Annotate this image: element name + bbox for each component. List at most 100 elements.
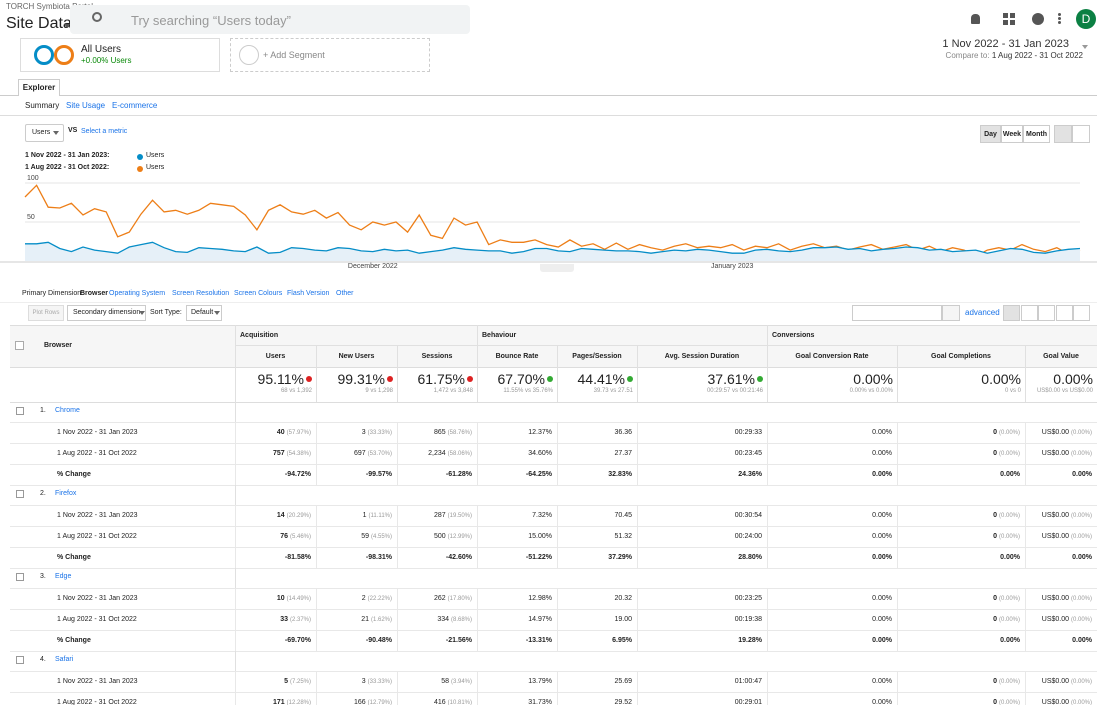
chart-type-button[interactable]: [1072, 125, 1090, 143]
column-header[interactable]: Goal Completions: [931, 353, 991, 360]
apps-dot: [1010, 13, 1015, 18]
plot-rows-button[interactable]: Plot Rows: [28, 305, 64, 321]
metric-select[interactable]: Users: [25, 124, 64, 142]
column-header[interactable]: Avg. Session Duration: [664, 353, 740, 360]
apps-dot: [1003, 13, 1008, 18]
table-search-button[interactable]: [942, 305, 960, 321]
column-header[interactable]: Pages/Session: [572, 353, 622, 360]
dimension-option[interactable]: Other: [336, 290, 354, 297]
view-button[interactable]: [1003, 305, 1020, 321]
row-checkbox[interactable]: [16, 490, 24, 498]
cell-value: 12.98%: [528, 595, 552, 602]
granularity-button[interactable]: Day: [980, 125, 1001, 143]
segment-circle: [34, 45, 54, 65]
table-search[interactable]: [852, 305, 942, 321]
column-divider: [316, 692, 317, 705]
cell-value: 500: [434, 533, 446, 540]
dimension-option[interactable]: Screen Colours: [234, 290, 283, 297]
view-button[interactable]: [1038, 305, 1055, 321]
column-divider: [897, 422, 898, 443]
column-divider: [767, 422, 768, 443]
cell-value: -90.48%: [365, 637, 392, 644]
cell-value: 2: [361, 595, 366, 602]
column-header[interactable]: Users: [265, 353, 286, 360]
column-divider: [1025, 505, 1026, 526]
column-header[interactable]: New Users: [338, 353, 375, 360]
column-divider: [897, 505, 898, 526]
secondary-dimension[interactable]: Secondary dimension: [67, 305, 146, 321]
header-checkbox[interactable]: [15, 341, 24, 350]
column-divider: [477, 443, 478, 464]
row-line: [10, 651, 1097, 652]
cell-value: 0.00%: [872, 512, 892, 519]
help-icon[interactable]: [1032, 13, 1044, 25]
segment-card[interactable]: All Users +0.00% Users: [20, 38, 220, 72]
total-compare: 00:29:57 vs 00:21:46: [706, 388, 763, 394]
cell-value: 00:24:00: [734, 533, 762, 540]
cell-percent: (33.33%): [367, 430, 392, 436]
row-checkbox[interactable]: [16, 573, 24, 581]
column-header[interactable]: Sessions: [421, 353, 453, 360]
property-name[interactable]: Site Data: [6, 15, 72, 32]
dimension-option[interactable]: Flash Version: [287, 290, 330, 297]
cell: 0 (0.00%): [897, 595, 1020, 602]
granularity-button[interactable]: Week: [1001, 125, 1023, 143]
cell: -42.60%: [397, 554, 472, 561]
browser-name[interactable]: Firefox: [55, 490, 77, 497]
cell-percent: (0.00%): [1070, 679, 1092, 685]
column-header[interactable]: Bounce Rate: [495, 353, 539, 360]
row-checkbox[interactable]: [16, 407, 24, 415]
metric-link[interactable]: Select a metric: [81, 128, 128, 135]
cell-value: US$0.00: [1041, 450, 1070, 457]
cell-percent: (1.62%): [370, 617, 392, 623]
menu-dot: [1058, 13, 1061, 16]
apps-icon[interactable]: [1003, 13, 1015, 25]
search-box[interactable]: Try searching “Users today”: [70, 5, 470, 34]
dimension-option[interactable]: Screen Resolution: [172, 290, 230, 297]
advanced-link[interactable]: advanced: [965, 308, 1000, 317]
row-label: 1 Nov 2022 - 31 Jan 2023: [57, 512, 138, 519]
column-divider: [235, 443, 236, 464]
table-header-bg: [10, 325, 1097, 368]
group-divider: [477, 325, 478, 345]
column-divider: [235, 464, 236, 485]
cell-value: -42.60%: [445, 554, 472, 561]
date-range[interactable]: 1 Nov 2022 - 31 Jan 2023: [942, 38, 1069, 50]
cell-value: 21: [361, 616, 370, 623]
cell-value: 15.00%: [528, 533, 552, 540]
chart-collapse-handle[interactable]: [540, 264, 574, 272]
bell-icon[interactable]: [971, 14, 980, 24]
dimension-option[interactable]: Browser: [80, 290, 109, 297]
dimension-option[interactable]: Operating System: [109, 290, 166, 297]
add-segment[interactable]: + Add Segment: [230, 38, 430, 72]
cell-percent: (54.38%): [286, 451, 311, 457]
subtab[interactable]: Site Usage: [66, 101, 106, 110]
avatar[interactable]: D: [1076, 9, 1096, 29]
view-button[interactable]: [1073, 305, 1090, 321]
cell: 166 (12.79%): [316, 699, 392, 705]
column-header[interactable]: Goal Value: [1043, 353, 1079, 360]
cell: 757 (54.38%): [235, 450, 311, 457]
row-checkbox[interactable]: [16, 656, 24, 664]
granularity-button[interactable]: Month: [1023, 125, 1050, 143]
column-header[interactable]: Goal Conversion Rate: [795, 353, 869, 360]
cell: 0 (0.00%): [897, 678, 1020, 685]
cell-percent: (8.68%): [450, 617, 472, 623]
sort-select[interactable]: Default: [186, 305, 222, 321]
y-tick-label: 50: [27, 214, 35, 221]
view-button[interactable]: [1020, 305, 1038, 321]
browser-name[interactable]: Safari: [55, 656, 74, 663]
column-divider: [557, 464, 558, 485]
cell-percent: (0.00%): [1070, 513, 1092, 519]
browser-name[interactable]: Chrome: [55, 407, 80, 414]
tab[interactable]: Explorer: [18, 79, 60, 96]
row-line: [10, 630, 1097, 631]
subtab[interactable]: Summary: [25, 101, 60, 110]
browser-name[interactable]: Edge: [55, 573, 72, 580]
chart-type-button[interactable]: [1054, 125, 1072, 143]
cell: -13.31%: [477, 637, 552, 644]
view-button[interactable]: [1055, 305, 1073, 321]
row-label: 1 Nov 2022 - 31 Jan 2023: [57, 678, 138, 685]
cell: 70.45: [557, 512, 632, 519]
subtab[interactable]: E-commerce: [112, 101, 158, 110]
